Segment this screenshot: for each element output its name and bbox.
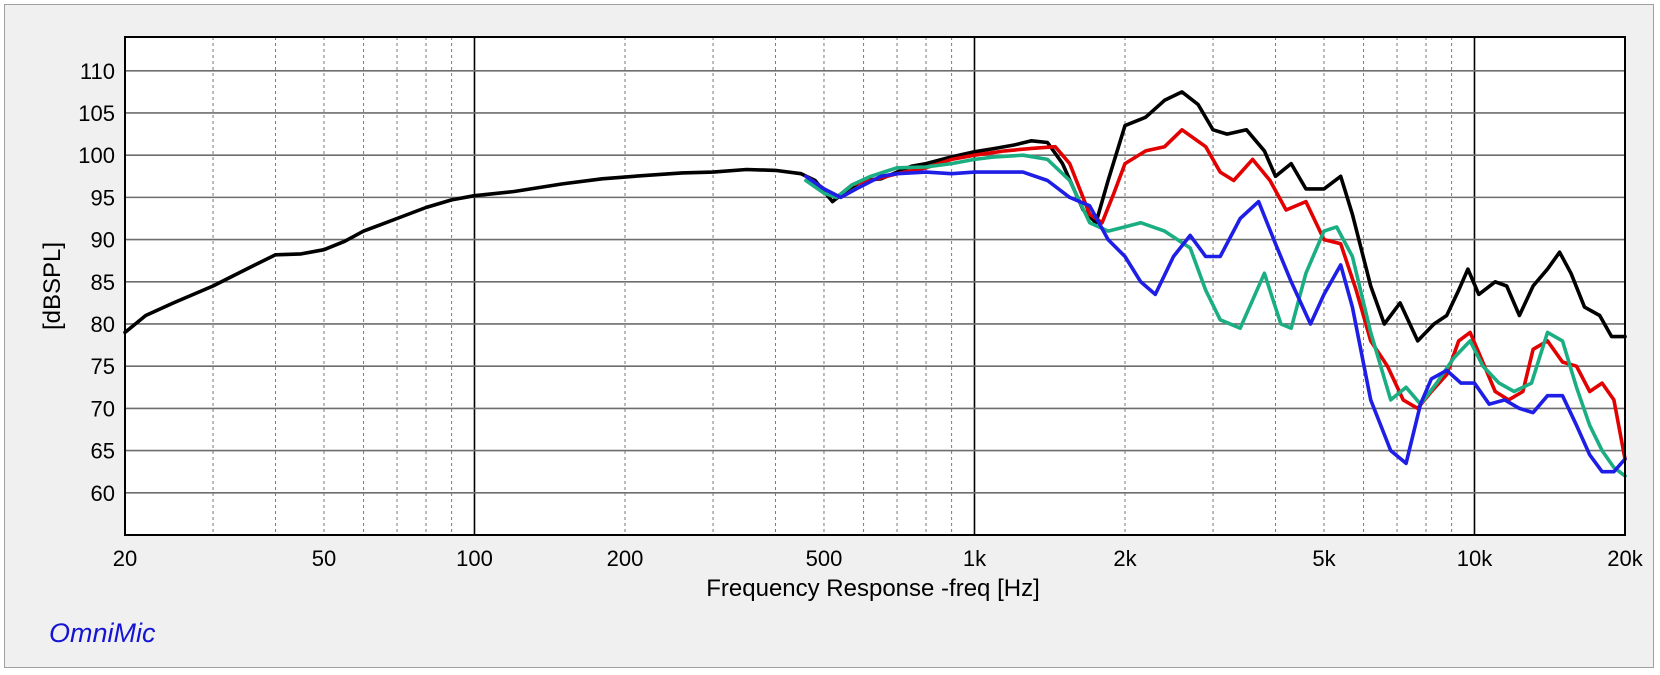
brand-label: OmniMic [49,618,156,648]
x-tick-label: 20k [1607,546,1643,571]
y-tick-label: 105 [78,101,115,126]
y-tick-label: 95 [91,185,115,210]
x-tick-label: 200 [607,546,644,571]
series-line-3 [804,153,1627,478]
plot-border [124,36,1626,536]
x-tick-labels: 20 50 100 200 500 1k 2k 5k 10k 20k [113,546,1644,571]
y-tick-label: 80 [91,312,115,337]
y-tick-label: 65 [91,439,115,464]
y-axis-title: [dBSPL] [39,242,66,330]
series-line-2 [804,128,1627,461]
y-tick-label: 75 [91,354,115,379]
x-tick-label: 50 [312,546,336,571]
x-tick-label: 20 [113,546,137,571]
plot-area [125,37,1625,535]
y-tick-label: 90 [91,228,115,253]
x-tick-label: 10k [1457,546,1493,571]
x-tick-label: 5k [1312,546,1336,571]
x-tick-label: 500 [806,546,843,571]
minor-gridlines [212,37,1453,535]
series-line-4 [804,170,1627,474]
x-tick-label: 1k [963,546,987,571]
y-tick-label: 100 [78,143,115,168]
y-tick-labels: 60 65 70 75 80 85 90 95 100 105 110 [78,59,115,506]
y-tick-label: 110 [80,59,115,84]
y-tick-label: 85 [91,270,115,295]
series-layer [123,90,1627,478]
major-gridlines [125,37,1625,535]
x-axis-title: Frequency Response -freq [Hz] [706,575,1039,602]
y-tick-label: 60 [91,481,115,506]
y-tick-label: 70 [91,396,115,421]
x-tick-label: 2k [1113,546,1137,571]
x-tick-label: 100 [456,546,493,571]
